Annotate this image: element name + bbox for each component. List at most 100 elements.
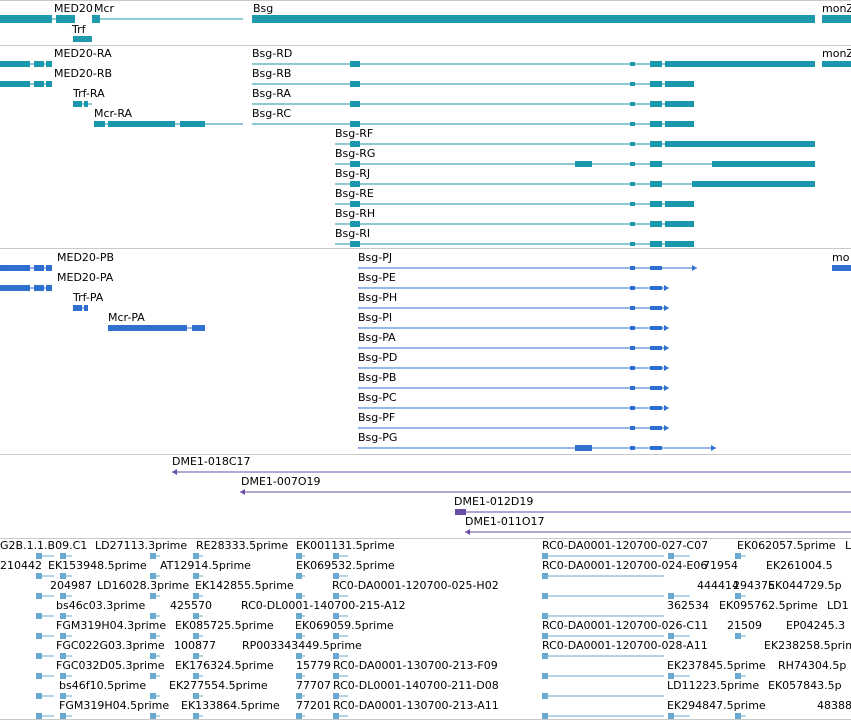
est-feature[interactable] bbox=[36, 653, 54, 659]
bac-dme1-011o17[interactable] bbox=[465, 529, 851, 535]
est-feature[interactable] bbox=[333, 573, 348, 579]
est-feature[interactable] bbox=[193, 573, 203, 579]
transcript-bsg-rb[interactable] bbox=[252, 81, 694, 87]
protein-trf-pa[interactable] bbox=[73, 305, 88, 311]
bac-dme1-018c17[interactable] bbox=[172, 469, 851, 475]
est-feature[interactable] bbox=[193, 693, 203, 699]
protein-med20-pb[interactable] bbox=[0, 265, 52, 271]
est-feature[interactable] bbox=[36, 593, 54, 599]
est-feature[interactable] bbox=[193, 713, 203, 719]
transcript-bsg-ra[interactable] bbox=[252, 101, 694, 107]
est-feature[interactable] bbox=[735, 553, 746, 559]
est-feature[interactable] bbox=[333, 593, 348, 599]
protein-bsg-pi[interactable] bbox=[358, 325, 669, 331]
est-feature[interactable] bbox=[150, 593, 160, 599]
gene-monz[interactable] bbox=[822, 15, 851, 23]
est-feature[interactable] bbox=[193, 593, 203, 599]
est-feature[interactable] bbox=[36, 633, 54, 639]
transcript-med20-ra[interactable] bbox=[0, 61, 52, 67]
est-feature[interactable] bbox=[668, 553, 690, 559]
est-feature[interactable] bbox=[296, 653, 305, 659]
est-feature[interactable] bbox=[193, 673, 203, 679]
est-feature[interactable] bbox=[150, 633, 160, 639]
est-feature[interactable] bbox=[542, 693, 664, 699]
protein-bsg-pb[interactable] bbox=[358, 385, 669, 391]
est-feature[interactable] bbox=[60, 573, 72, 579]
transcript-bsg-rf[interactable] bbox=[335, 141, 815, 147]
est-feature[interactable] bbox=[296, 573, 305, 579]
est-feature[interactable] bbox=[333, 553, 348, 559]
est-feature[interactable] bbox=[193, 653, 203, 659]
gene-med20[interactable] bbox=[0, 15, 75, 23]
est-feature[interactable] bbox=[36, 553, 54, 559]
protein-mcr-pa[interactable] bbox=[108, 325, 205, 331]
transcript-bsg-rj[interactable] bbox=[335, 181, 815, 187]
transcript-bsg-rd[interactable] bbox=[252, 61, 815, 67]
est-feature[interactable] bbox=[333, 613, 348, 619]
est-feature[interactable] bbox=[150, 573, 160, 579]
protein-med20-pa[interactable] bbox=[0, 285, 52, 291]
gene-trf[interactable] bbox=[73, 36, 92, 42]
est-feature[interactable] bbox=[150, 553, 160, 559]
est-feature[interactable] bbox=[60, 633, 72, 639]
est-feature[interactable] bbox=[296, 553, 305, 559]
est-feature[interactable] bbox=[36, 713, 54, 719]
est-feature[interactable] bbox=[60, 673, 72, 679]
est-feature[interactable] bbox=[333, 653, 348, 659]
transcript-bsg-rh[interactable] bbox=[335, 221, 694, 227]
est-feature[interactable] bbox=[60, 613, 72, 619]
est-feature[interactable] bbox=[193, 613, 203, 619]
est-feature[interactable] bbox=[150, 693, 160, 699]
est-feature[interactable] bbox=[150, 713, 160, 719]
est-feature[interactable] bbox=[296, 713, 305, 719]
protein-bsg-ph[interactable] bbox=[358, 305, 669, 311]
est-feature[interactable] bbox=[36, 693, 54, 699]
transcript-med20-rb[interactable] bbox=[0, 81, 52, 87]
est-feature[interactable] bbox=[296, 693, 305, 699]
est-feature[interactable] bbox=[193, 633, 203, 639]
protein-bsg-pf[interactable] bbox=[358, 425, 669, 431]
est-feature[interactable] bbox=[668, 673, 690, 679]
est-feature[interactable] bbox=[542, 653, 664, 659]
est-feature[interactable] bbox=[668, 713, 690, 719]
est-feature[interactable] bbox=[542, 713, 664, 719]
protein-bsg-pe[interactable] bbox=[358, 285, 669, 291]
est-feature[interactable] bbox=[60, 713, 72, 719]
protein-bsg-pg[interactable] bbox=[358, 445, 716, 451]
est-feature[interactable] bbox=[668, 593, 690, 599]
est-feature[interactable] bbox=[296, 593, 305, 599]
est-feature[interactable] bbox=[60, 553, 72, 559]
est-feature[interactable] bbox=[735, 633, 746, 639]
est-feature[interactable] bbox=[542, 673, 664, 679]
protein-bsg-pj[interactable] bbox=[358, 265, 697, 271]
est-feature[interactable] bbox=[296, 613, 305, 619]
protein-bsg-pd[interactable] bbox=[358, 365, 669, 371]
est-feature[interactable] bbox=[735, 593, 746, 599]
bac-dme1-007o19[interactable] bbox=[240, 489, 851, 495]
transcript-trf-ra[interactable] bbox=[73, 101, 92, 107]
est-feature[interactable] bbox=[333, 693, 348, 699]
transcript-bsg-ri[interactable] bbox=[335, 241, 694, 247]
est-feature[interactable] bbox=[542, 593, 664, 599]
est-feature[interactable] bbox=[296, 633, 305, 639]
est-feature[interactable] bbox=[735, 673, 746, 679]
est-feature[interactable] bbox=[60, 693, 72, 699]
est-feature[interactable] bbox=[193, 553, 203, 559]
est-feature[interactable] bbox=[60, 653, 72, 659]
transcript-bsg-rc[interactable] bbox=[252, 121, 694, 127]
est-feature[interactable] bbox=[60, 593, 72, 599]
est-feature[interactable] bbox=[333, 673, 348, 679]
est-feature[interactable] bbox=[36, 673, 54, 679]
gene-mcr[interactable] bbox=[92, 15, 243, 23]
est-feature[interactable] bbox=[150, 653, 160, 659]
transcript-mcr-ra[interactable] bbox=[94, 121, 243, 127]
gene-bsg[interactable] bbox=[252, 15, 815, 23]
protein-bsg-pa[interactable] bbox=[358, 345, 669, 351]
transcript-monz[interactable] bbox=[822, 61, 851, 67]
est-feature[interactable] bbox=[150, 613, 160, 619]
est-feature[interactable] bbox=[36, 573, 54, 579]
est-feature[interactable] bbox=[542, 633, 664, 639]
est-feature[interactable] bbox=[296, 673, 305, 679]
est-feature[interactable] bbox=[735, 713, 746, 719]
est-feature[interactable] bbox=[542, 613, 664, 619]
